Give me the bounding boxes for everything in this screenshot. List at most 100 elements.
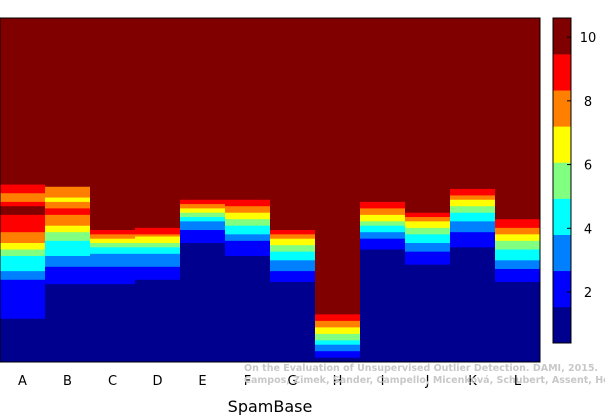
heatmap-cell [225,219,271,227]
heatmap-cell [450,206,496,214]
heatmap-cell [360,249,406,363]
heatmap-cell [225,212,271,220]
heatmap-cell [90,266,136,285]
heatmap-cell [450,247,496,363]
heatmap-cell [45,225,91,233]
heatmap-cell [135,279,181,363]
heatmap-cell [0,184,46,194]
heatmap-cell [0,214,46,233]
heatmap-cell [405,221,451,229]
heatmap-cell [135,227,181,235]
heatmap-cell [495,260,541,270]
heatmap-cell [90,284,136,363]
colorbar-ticks: 2 4 6 8 10 [567,31,596,301]
x-axis-ticks: A B C D E F G H I J K L [18,374,522,389]
colorbar-tick-label: 10 [580,31,597,46]
heatmap-cell [45,208,91,216]
heatmap-cell [225,255,271,363]
heatmap-cell [0,18,46,185]
heatmap-cell [0,232,46,244]
heatmap-cell [0,206,46,216]
heatmap-cell [180,199,226,205]
heatmap-cell [315,357,361,363]
heatmap-cell [45,266,91,285]
heatmap-cell [90,247,136,255]
heatmap-cell [225,234,271,242]
heatmap-cell [90,230,136,235]
colorbar-segment [553,198,571,235]
heatmap-cell [0,243,46,250]
heatmap-cell [90,18,136,231]
heatmap-cell [450,221,496,233]
heatmap-cell [405,212,451,218]
x-tick-label: K [468,374,477,389]
heatmap-cell [135,253,181,268]
heatmap-cell [135,18,181,229]
heatmap-cell [495,249,541,261]
x-tick-label: D [152,374,162,389]
heatmap-cell [315,18,361,315]
heatmap-cell [90,234,136,240]
colorbar-tick-label: 2 [584,286,592,301]
heatmap-cell [450,188,496,196]
heatmap-cell [225,225,271,235]
heatmap-cell [135,234,181,237]
heatmap-cell [90,238,136,244]
heatmap-cell [45,232,91,242]
heatmap-cell [225,199,271,207]
x-tick-label: I [381,374,385,389]
heatmap-cell [495,219,541,229]
heatmap-cell [135,236,181,244]
heatmap-cell [225,240,271,257]
colorbar-segment [553,90,571,127]
heatmap-cell [360,232,406,240]
heatmap-cell [0,201,46,207]
heatmap-cell [0,318,46,363]
heatmap-cell [315,314,361,322]
heatmap-cell [270,251,316,261]
colorbar-segment [553,270,571,308]
heatmap-cell [135,243,181,248]
heatmap-cell [270,238,316,246]
credit-line-2: Campos, Zimek, Sander, Campello, Micenko… [244,375,605,386]
heatmap-cell [270,245,316,253]
heatmap-cells [0,18,541,363]
heatmap-cell [180,221,226,231]
x-tick-label: C [108,374,117,389]
heatmap-cell [495,240,541,250]
heatmap-cell [495,18,541,220]
x-tick-label: G [287,374,297,389]
heatmap-cell [45,240,91,257]
x-tick-label: E [198,374,206,389]
heatmap-cell [405,18,451,214]
heatmap-cell [45,214,91,227]
heatmap-cell [450,212,496,222]
heatmap-cell [45,255,91,268]
heatmap-cell [405,234,451,244]
heatmap-cell [180,230,226,244]
heatmap-cell [135,266,181,281]
x-tick-label: F [244,374,251,389]
heatmap-cell [360,201,406,209]
heatmap-cell [450,232,496,248]
heatmap-cell [315,333,361,341]
heatmap-cell [315,351,361,359]
heatmap-cell [135,247,181,255]
colorbar-segment [553,18,571,55]
heatmap-cell [360,18,406,203]
heatmap-cell [405,251,451,266]
colorbar-tick-label: 6 [584,159,592,174]
colorbar-segment [553,126,571,163]
heatmap-cell [45,201,91,209]
heatmap-cell [0,249,46,257]
heatmap-cell [270,18,316,231]
colorbar-frame [552,17,572,344]
heatmap-cell [0,271,46,281]
heatmap-cell [45,186,91,198]
heatmap-cell [180,204,226,209]
heatmap-cell [360,214,406,222]
heatmap-cell [0,255,46,272]
heatmap-cell [270,271,316,283]
x-tick-label: A [18,374,27,389]
